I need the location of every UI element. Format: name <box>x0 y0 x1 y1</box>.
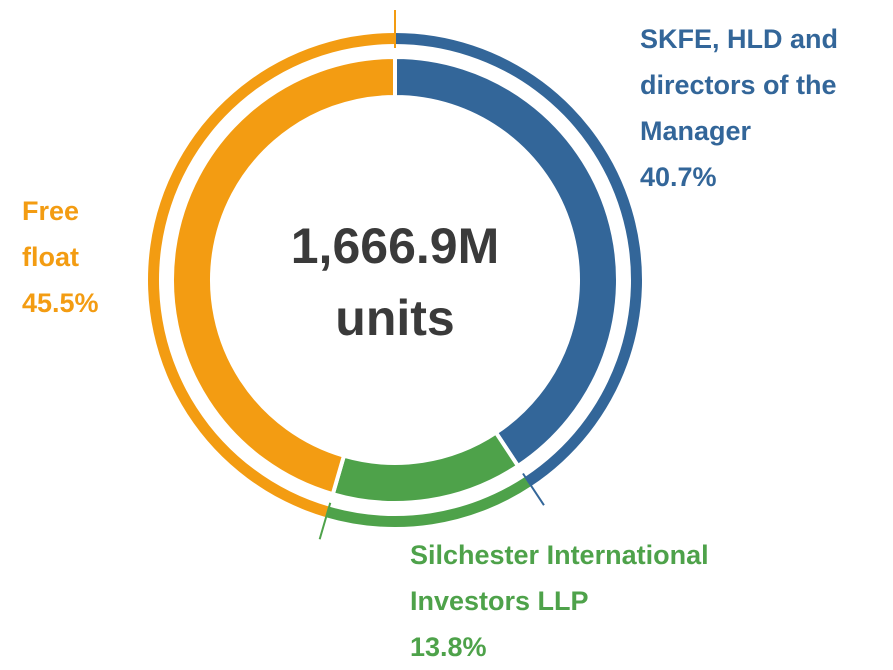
value-label: 45.5% <box>22 288 99 318</box>
donut-segment <box>170 54 397 497</box>
segment-label: Free float 45.5% <box>22 188 122 326</box>
category-name: SKFE, HLD and directors of the Manager <box>640 24 839 146</box>
outer-ring-segment <box>326 476 532 527</box>
segment-label: SKFE, HLD and directors of the Manager 40… <box>640 16 880 200</box>
value-label: 13.8% <box>410 632 487 662</box>
donut-segment <box>330 429 521 505</box>
value-label: 40.7% <box>640 162 717 192</box>
category-name: Silchester International Investors LLP <box>410 540 709 616</box>
segment-divider <box>318 502 332 540</box>
segment-label: Silchester International Investors LLP 13… <box>410 532 830 670</box>
center-text: 1,666.9M units <box>290 218 500 346</box>
category-name: Free float <box>22 196 80 272</box>
segment-divider <box>522 472 545 506</box>
